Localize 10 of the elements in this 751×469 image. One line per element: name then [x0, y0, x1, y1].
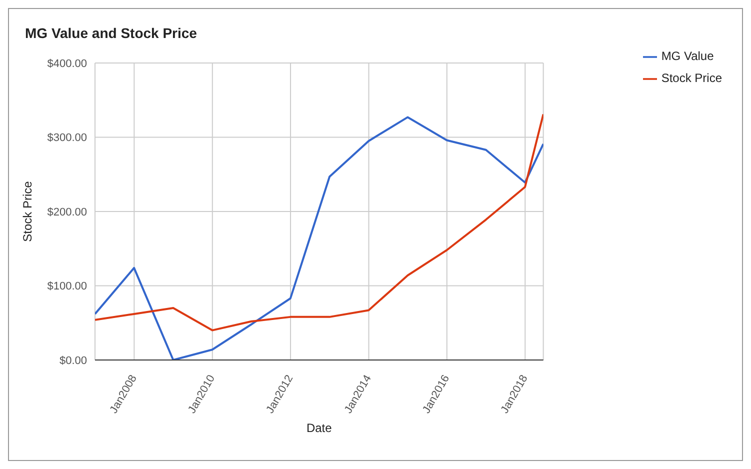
x-axis-title: Date [306, 421, 332, 435]
y-tick-label: $400.00 [47, 58, 87, 70]
legend-label: MG Value [661, 49, 714, 63]
y-tick-label: $300.00 [47, 132, 87, 144]
chart-title: MG Value and Stock Price [25, 25, 197, 41]
y-tick-label: $200.00 [47, 206, 87, 218]
y-tick-label: $100.00 [47, 280, 87, 293]
legend-label: Stock Price [661, 71, 722, 85]
y-tick-label: $0.00 [59, 354, 87, 367]
y-axis-title: Stock Price [20, 180, 34, 242]
